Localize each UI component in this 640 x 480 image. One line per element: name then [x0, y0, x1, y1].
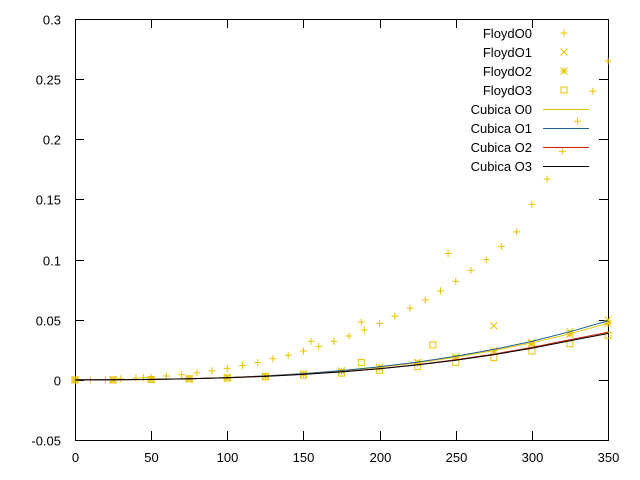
data-point: [307, 337, 315, 345]
data-point: [558, 147, 566, 155]
legend-label: FloydO1: [483, 45, 532, 60]
data-point: [451, 353, 460, 362]
data-point: [528, 200, 536, 208]
data-point: [254, 359, 262, 367]
data-point: [489, 321, 498, 330]
legend-label: FloydO3: [483, 83, 532, 98]
data-point: [436, 287, 444, 295]
legend-label: FloydO2: [483, 64, 532, 79]
data-point: [429, 341, 437, 349]
data-point: [391, 312, 399, 320]
y-tick-label: 0.15: [36, 193, 61, 208]
data-point: [513, 228, 521, 236]
data-point: [345, 332, 353, 340]
series-line: [74, 320, 609, 381]
data-point: [543, 175, 551, 183]
legend-label: Cubica O0: [471, 102, 532, 117]
series-3: [71, 319, 612, 384]
y-tick-label: -0.05: [31, 434, 61, 449]
legend-label: FloydO0: [483, 26, 532, 41]
data-point: [482, 256, 490, 264]
data-point: [299, 371, 307, 379]
data-point: [239, 362, 247, 370]
y-tick-label: 0.3: [43, 13, 61, 28]
x-tick-label: 100: [217, 450, 239, 465]
data-point: [223, 364, 231, 372]
data-point: [406, 304, 414, 312]
y-tick-label: 0.05: [36, 314, 61, 329]
data-point: [444, 250, 452, 258]
data-point: [315, 342, 323, 350]
plot-area: [71, 57, 612, 384]
x-tick-label: 300: [522, 450, 544, 465]
plot-frame: [75, 19, 609, 441]
legend-swatch: [560, 67, 568, 75]
data-point: [376, 319, 384, 327]
series-6: [74, 320, 609, 381]
y-tick-label: 0: [54, 374, 61, 389]
data-point: [467, 266, 475, 274]
data-point: [117, 375, 125, 383]
legend-label: Cubica O2: [471, 140, 532, 155]
series-4: [71, 331, 612, 384]
data-point: [360, 326, 368, 334]
legend-swatch: [560, 29, 568, 37]
data-point: [589, 87, 597, 95]
x-tick-label: 350: [598, 450, 620, 465]
x-tick-label: 150: [293, 450, 315, 465]
data-point: [208, 367, 216, 375]
data-point: [178, 371, 186, 379]
data-point: [452, 277, 460, 285]
data-point: [330, 337, 338, 345]
series-line: [74, 333, 609, 381]
x-tick-label: 250: [446, 450, 468, 465]
x-tick-label: 0: [72, 450, 79, 465]
data-point: [574, 117, 582, 125]
legend-label: Cubica O3: [471, 159, 532, 174]
y-tick-label: 0.2: [43, 133, 61, 148]
data-point: [604, 57, 612, 65]
data-point: [414, 363, 422, 371]
x-tick-label: 50: [144, 450, 158, 465]
data-point: [269, 355, 277, 363]
legend-label: Cubica O1: [471, 121, 532, 136]
data-point: [528, 339, 536, 348]
data-point: [421, 296, 429, 304]
y-axis: -0.05 0 0.05 0.1 0.15 0.2 0.25 0.3: [31, 13, 608, 449]
data-point: [357, 318, 365, 326]
data-point: [193, 369, 201, 377]
data-point: [284, 351, 292, 359]
legend-swatch: [560, 48, 568, 56]
x-tick-label: 200: [370, 450, 392, 465]
x-axis: 0 50 100 150 200 250 300 350: [72, 19, 619, 465]
data-point: [299, 347, 307, 355]
data-point: [132, 374, 140, 382]
data-point: [497, 242, 505, 250]
series-8: [74, 333, 609, 381]
data-point: [357, 358, 365, 366]
legend-swatch: [560, 86, 568, 94]
data-point: [162, 372, 170, 380]
y-tick-label: 0.1: [43, 254, 61, 269]
y-tick-label: 0.25: [36, 73, 61, 88]
legend: FloydO0 FloydO1 FloydO2 FloydO3 Cubica O0 Cub…: [471, 26, 589, 174]
